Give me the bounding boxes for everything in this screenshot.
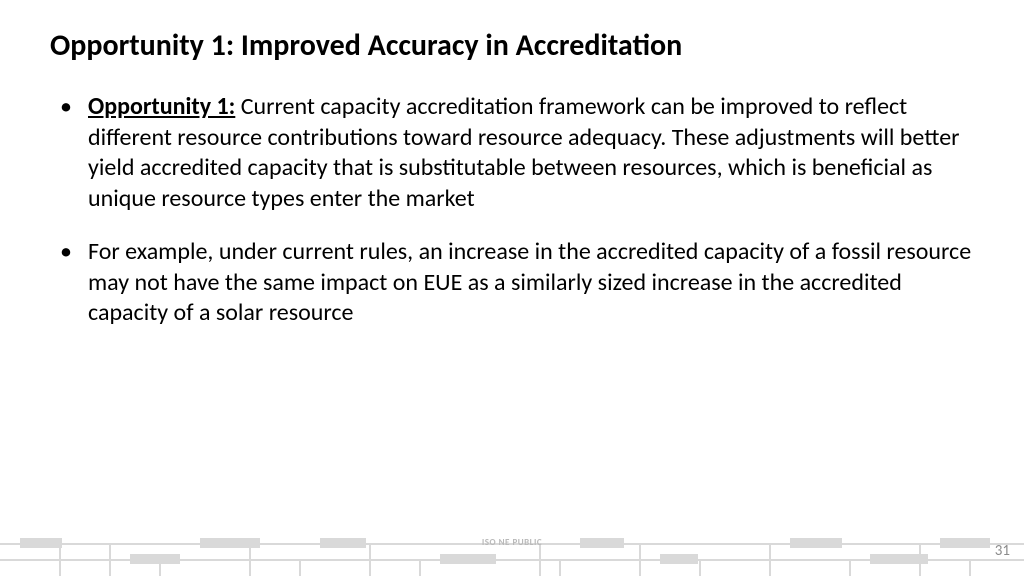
slide-container: Opportunity 1: Improved Accuracy in Accr… — [0, 0, 1024, 576]
slide-footer: ISO NE PUBLIC 31 — [0, 526, 1024, 576]
bullet-body: For example, under current rules, an inc… — [88, 237, 971, 327]
bullet-item: Opportunity 1: Current capacity accredit… — [50, 92, 974, 215]
bullet-item: For example, under current rules, an inc… — [50, 237, 974, 329]
circuit-decoration-icon — [0, 526, 1024, 576]
classification-label: ISO NE PUBLIC — [482, 537, 542, 548]
bullet-list: Opportunity 1: Current capacity accredit… — [50, 92, 974, 329]
bullet-lead: Opportunity 1: — [88, 92, 235, 121]
page-number: 31 — [995, 542, 1010, 560]
slide-title: Opportunity 1: Improved Accuracy in Accr… — [50, 28, 974, 64]
